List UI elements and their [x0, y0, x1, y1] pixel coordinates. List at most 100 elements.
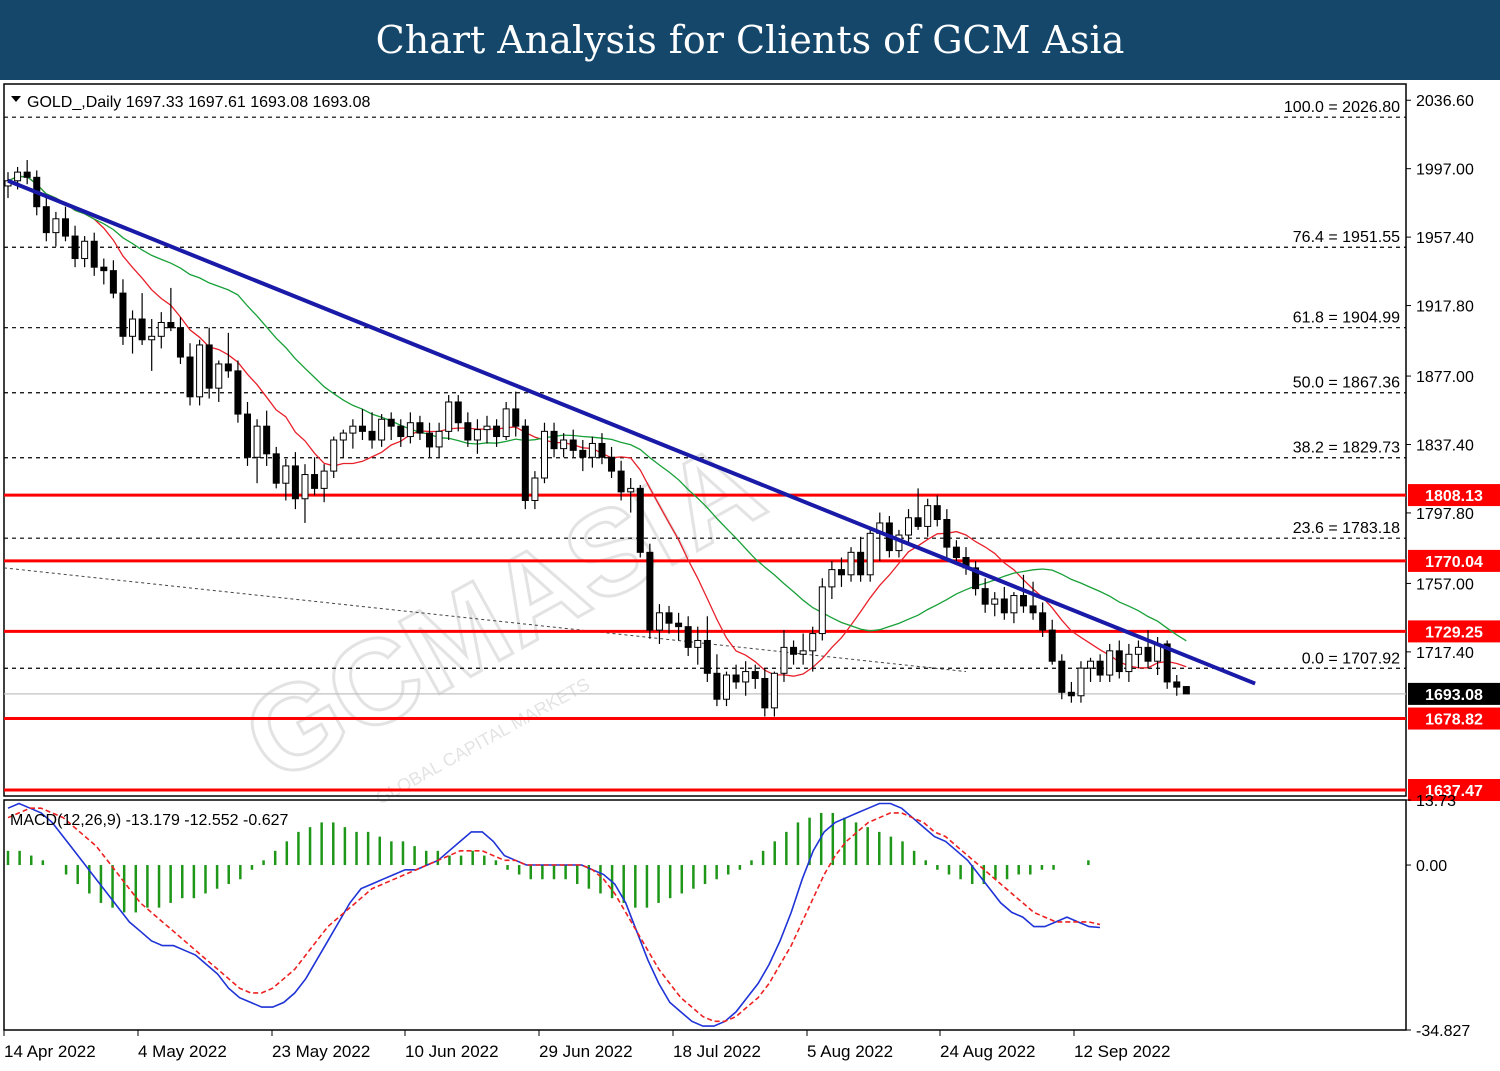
candles: [4, 160, 1190, 717]
candle-body: [129, 318, 137, 337]
candle-body: [828, 569, 836, 588]
candle-body: [617, 470, 625, 493]
candle-body: [1182, 686, 1190, 695]
candle-body: [608, 456, 616, 472]
candle-body: [493, 425, 501, 438]
price-axis: 2036.60 1997.00 1957.40 1917.80 1877.00 1837.…: [1406, 93, 1500, 802]
support-price-box-2: [1408, 620, 1500, 643]
candle-body: [90, 240, 98, 268]
candle-body: [339, 432, 347, 441]
macd-header: MACD(12,26,9) -13.179 -12.552 -0.627: [10, 812, 288, 829]
candle-body: [694, 639, 702, 648]
candle-body: [330, 439, 338, 472]
candle-body: [196, 344, 204, 398]
title-banner: Chart Analysis for Clients of GCM Asia: [0, 0, 1500, 80]
candle-body: [732, 674, 740, 683]
candle-body: [1010, 595, 1018, 614]
ma-red-line: [7, 175, 1187, 677]
candle-body: [148, 335, 156, 341]
candle-body: [426, 432, 434, 448]
candle-body: [1019, 595, 1027, 607]
price-chart: GCMASIA GLOBAL CAPITAL MARKETS 100.0 = 2…: [3, 83, 1500, 1061]
candle-body: [52, 218, 60, 234]
candle-body: [406, 422, 414, 438]
candle-body: [598, 442, 606, 458]
symbol-header: GOLD_,Daily 1697.33 1697.61 1693.08 1693…: [27, 94, 370, 111]
fib-label-2: 61.8 = 1904.99: [1293, 310, 1400, 327]
trendline-group: [7, 178, 1256, 686]
macd-tick-label-1: 0.00: [1416, 858, 1447, 875]
descending-trendline: [7, 178, 1256, 686]
candle-body: [866, 532, 874, 576]
candle-body: [320, 470, 328, 489]
candle-body: [205, 344, 213, 389]
candle-body: [1000, 598, 1008, 614]
candle-body: [349, 425, 357, 434]
price-tick-label-6: 1797.80: [1416, 506, 1474, 523]
candle-body: [263, 425, 271, 455]
date-tick-label-4: 29 Jun 2022: [539, 1042, 633, 1061]
candle-body: [23, 171, 31, 178]
candle-body: [636, 487, 644, 553]
current-price-label: 1693.08: [1425, 687, 1483, 704]
candle-body: [1067, 691, 1075, 697]
candle-body: [560, 439, 568, 450]
candle-body: [512, 408, 520, 427]
candle-body: [176, 327, 184, 358]
candle-body: [751, 671, 759, 679]
candle-body: [770, 672, 778, 709]
candle-body: [627, 487, 635, 493]
candle-body: [445, 401, 453, 432]
banner-title: Chart Analysis for Clients of GCM Asia: [375, 18, 1125, 62]
support-price-label-1: 1770.04: [1425, 554, 1483, 571]
fib-label-0: 100.0 = 2026.80: [1284, 99, 1400, 116]
candle-body: [14, 171, 22, 182]
moving-averages: [7, 175, 1187, 677]
candle-body: [1039, 612, 1047, 631]
candle-body: [1106, 650, 1114, 676]
candle-body: [186, 356, 194, 398]
date-tick-label-5: 18 Jul 2022: [673, 1042, 761, 1061]
candle-body: [991, 598, 999, 605]
date-tick-label-0: 14 Apr 2022: [4, 1042, 96, 1061]
support-price-box-1: [1408, 549, 1500, 572]
candle-body: [61, 218, 69, 237]
price-tick-label-7: 1757.00: [1416, 576, 1474, 593]
candle-body: [311, 474, 319, 489]
candle-body: [531, 477, 539, 501]
candle-body: [1134, 646, 1142, 655]
candle-body: [521, 425, 529, 501]
candle-body: [234, 370, 242, 415]
candle-body: [847, 551, 855, 576]
date-tick-label-8: 12 Sep 2022: [1074, 1042, 1170, 1061]
candle-body: [1144, 646, 1152, 662]
candle-body: [905, 517, 913, 536]
candle-body: [378, 418, 386, 441]
date-tick-label-3: 10 Jun 2022: [405, 1042, 499, 1061]
candle-body: [1173, 681, 1181, 688]
candle-body: [857, 551, 865, 576]
candle-body: [1048, 629, 1056, 662]
candle-body: [933, 505, 941, 520]
candle-body: [1087, 660, 1095, 669]
candle-body: [684, 626, 692, 648]
price-tick-label-3: 1917.80: [1416, 299, 1474, 316]
candle-body: [579, 449, 587, 458]
candle-body: [1163, 643, 1171, 683]
candle-body: [943, 518, 951, 548]
candle-body: [224, 363, 232, 372]
fib-label-5: 23.6 = 1783.18: [1293, 520, 1400, 537]
candle-body: [71, 235, 79, 260]
candle-body: [397, 425, 405, 438]
candle-body: [473, 429, 481, 441]
candle-body: [588, 442, 596, 458]
support-price-label-3: 1678.82: [1425, 712, 1483, 729]
dropdown-arrow-icon[interactable]: [11, 96, 21, 102]
candle-body: [167, 321, 175, 329]
support-price-box-4: [1408, 779, 1500, 802]
candle-body: [761, 677, 769, 709]
candle-body: [646, 551, 654, 631]
price-tick-label-0: 2036.60: [1416, 93, 1474, 110]
candle-body: [837, 569, 845, 576]
candle-body: [703, 639, 711, 674]
